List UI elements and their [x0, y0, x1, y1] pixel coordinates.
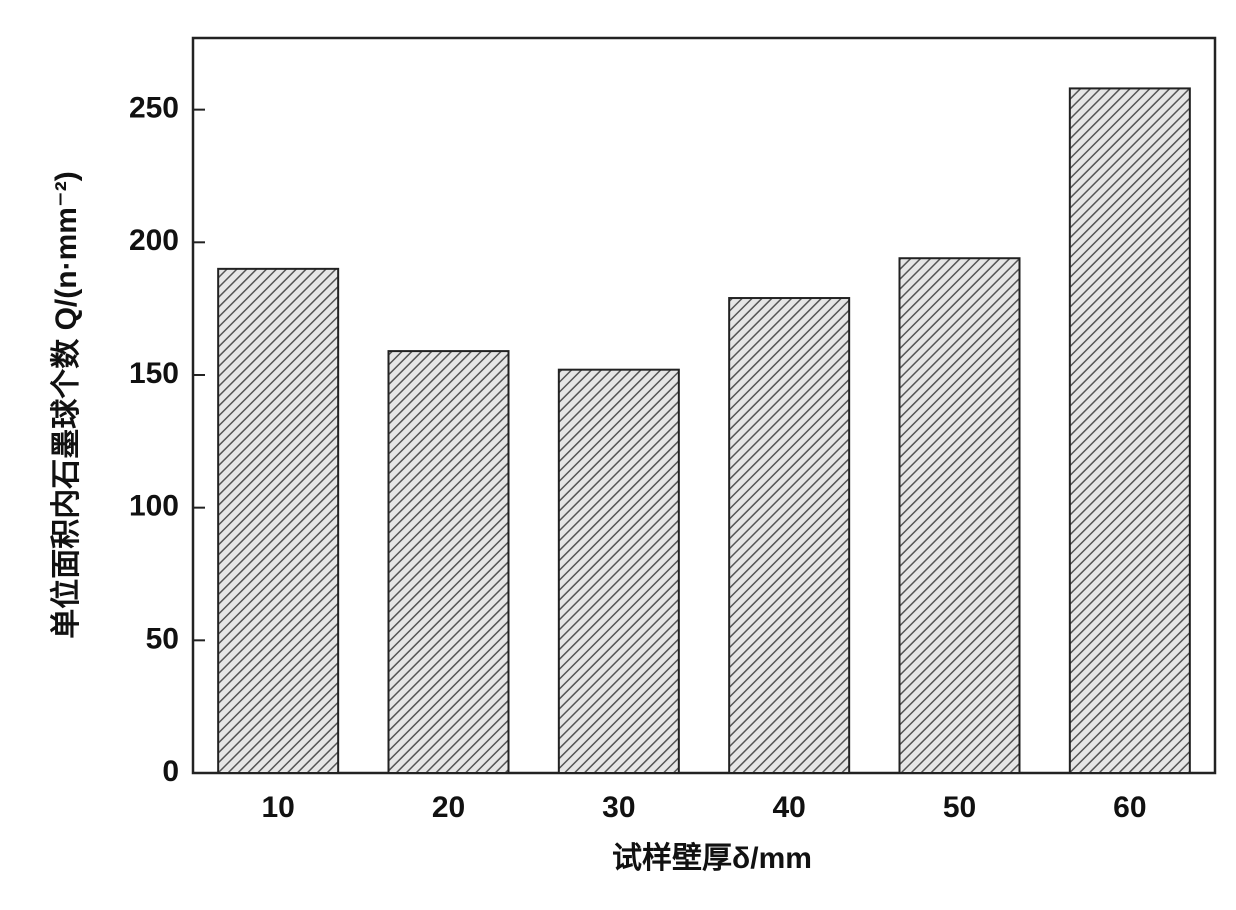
- bar: [557, 368, 680, 774]
- y-tick-label: 0: [162, 755, 179, 788]
- bar: [217, 267, 340, 774]
- plot-frame: [191, 36, 1217, 775]
- y-tick-label: 100: [129, 490, 179, 523]
- y-tick-label: 250: [129, 92, 179, 125]
- x-tick-label: 50: [943, 791, 976, 824]
- bar: [387, 350, 510, 774]
- y-tick-label: 150: [129, 357, 179, 390]
- bar: [728, 297, 851, 774]
- x-tick-label: 40: [772, 791, 805, 824]
- x-tick-label: 60: [1113, 791, 1146, 824]
- y-tick-label: 50: [146, 622, 179, 655]
- bar: [898, 257, 1021, 774]
- x-tick-label: 20: [432, 791, 465, 824]
- x-tick-label: 30: [602, 791, 635, 824]
- bar: [1068, 87, 1191, 774]
- x-tick-label: 10: [261, 791, 294, 824]
- x-axis-label: 试样壁厚δ/mm: [612, 842, 812, 875]
- y-axis-label: 单位面积内石墨球个数 Q/(n·mm⁻²): [49, 171, 83, 638]
- y-tick-label: 200: [129, 224, 179, 257]
